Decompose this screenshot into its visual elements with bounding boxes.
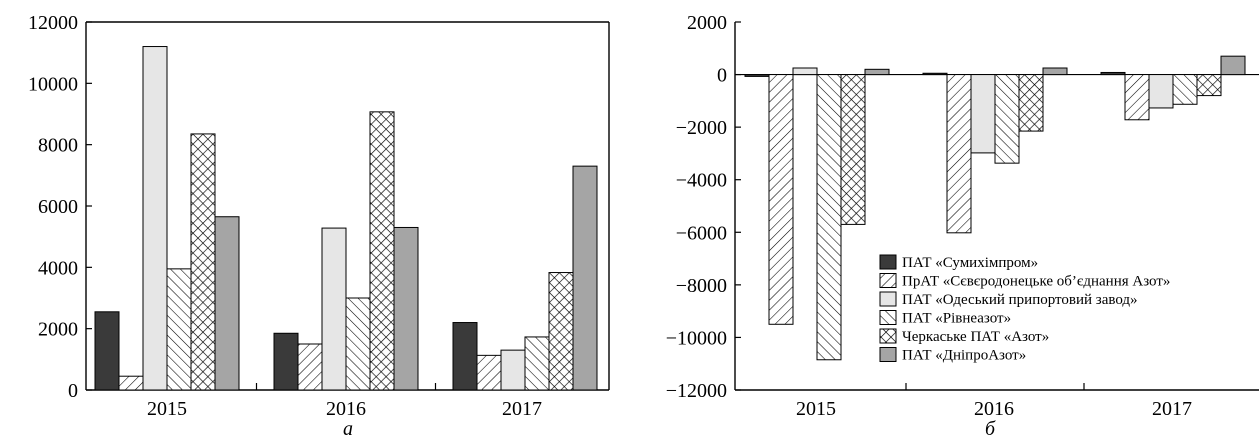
legend-label: ПАТ «ДніпроАзот» [902,348,1026,364]
a-bar-2016-s1 [273,332,299,391]
a-y-tick-label: 10000 [28,73,78,95]
b-bar-2016-s3 [970,74,996,154]
b-bar-2017-s1 [1100,71,1126,76]
b-bar-2016-s1 [922,72,948,76]
a-x-tick-label: 2015 [147,398,187,420]
legend-label: ПАТ «Сумихімпром» [902,255,1038,271]
legend-label: ПАТ «Рівнеазот» [902,311,1011,327]
legend-swatch [879,347,897,362]
b-bar-2017-s2 [1124,74,1150,121]
b-bar-2015-s5 [840,74,866,225]
a-bar-2016-s4 [345,297,371,391]
a-bar-2015-s2 [118,375,144,391]
a-bar-2017-s6 [572,165,598,391]
b-x-tick-label: 2017 [1152,398,1192,420]
b-bar-2016-s2 [946,74,972,234]
a-y-tick-label: 8000 [38,135,78,157]
legend-swatch [879,328,897,344]
b-bar-2015-s3 [792,67,818,76]
legend-label: ПрАТ «Сєвєродонецьке об’єднання Азот» [902,274,1170,290]
b-y-tick-label: −2000 [676,117,727,139]
a-bar-2017-s1 [452,322,478,391]
b-bar-2015-s4 [816,74,842,361]
legend-swatch [879,254,897,270]
a-bar-2017-s4 [524,336,550,391]
a-bar-2016-s2 [297,343,323,391]
a-bar-2017-s3 [500,349,526,391]
b-bar-2016-s4 [994,74,1020,164]
a-bar-2015-s1 [94,311,120,391]
b-y-tick-label: −4000 [676,170,727,192]
b-bar-2016-s5 [1018,74,1044,132]
b-bar-2017-s5 [1196,74,1222,97]
b-x-tick-label: 2015 [796,398,836,420]
a-y-tick-label: 2000 [38,319,78,341]
a-bar-2016-s3 [321,227,347,391]
legend: ПАТ «Сумихімпром» ПрАТ «Сєвєродонецьке об… [879,254,1170,364]
legend-swatch [879,291,897,307]
a-y-tick-label: 6000 [38,196,78,218]
a-y-tick-label: 4000 [38,257,78,279]
b-y-tick-label: −10000 [666,327,727,349]
b-x-tick-label: 2016 [974,398,1014,420]
b-y-tick-label: 2000 [687,12,727,34]
b-y-tick-label: 0 [717,65,727,87]
b-bar-2015-s6 [864,68,890,76]
b-bar-2015-s2 [768,74,794,325]
b-bar-2017-s4 [1172,74,1198,105]
legend-swatch [879,310,897,325]
a-bar-2015-s4 [166,268,192,391]
b-bar-2017-s6 [1220,55,1246,76]
b-y-tick-label: −12000 [666,380,727,402]
b-y-tick-label: −6000 [676,222,727,244]
b-panel-label: б [985,418,996,440]
a-bar-2016-s5 [369,111,395,391]
legend-label: ПАТ «Одеський припортовий завод» [902,292,1138,308]
b-bar-2015-s1 [744,74,770,77]
legend-swatch [879,273,897,288]
a-panel-label: а [343,418,353,440]
legend-label: Черкаське ПАТ «Азот» [902,329,1049,345]
a-bar-2016-s6 [393,226,419,391]
a-y-tick-label: 0 [68,380,78,402]
a-bar-2017-s2 [476,354,502,391]
a-x-tick-label: 2017 [502,398,542,420]
a-bar-2015-s6 [214,216,240,391]
a-y-tick-label: 12000 [28,12,78,34]
b-bar-2016-s6 [1042,67,1068,76]
a-bar-2015-s3 [142,46,168,391]
a-bar-2015-s5 [190,133,216,391]
a-x-tick-label: 2016 [326,398,366,420]
chart-b: −12000 −10000 −8000 −6000 −4000 −2000 0 2000 201… [666,12,1259,440]
a-bar-2017-s5 [548,272,574,391]
b-bar-2017-s3 [1148,74,1174,109]
chart-a: 0 2000 4000 6000 8000 10000 12000 2015 2016 2017 а [28,12,610,440]
b-y-tick-label: −8000 [676,275,727,297]
